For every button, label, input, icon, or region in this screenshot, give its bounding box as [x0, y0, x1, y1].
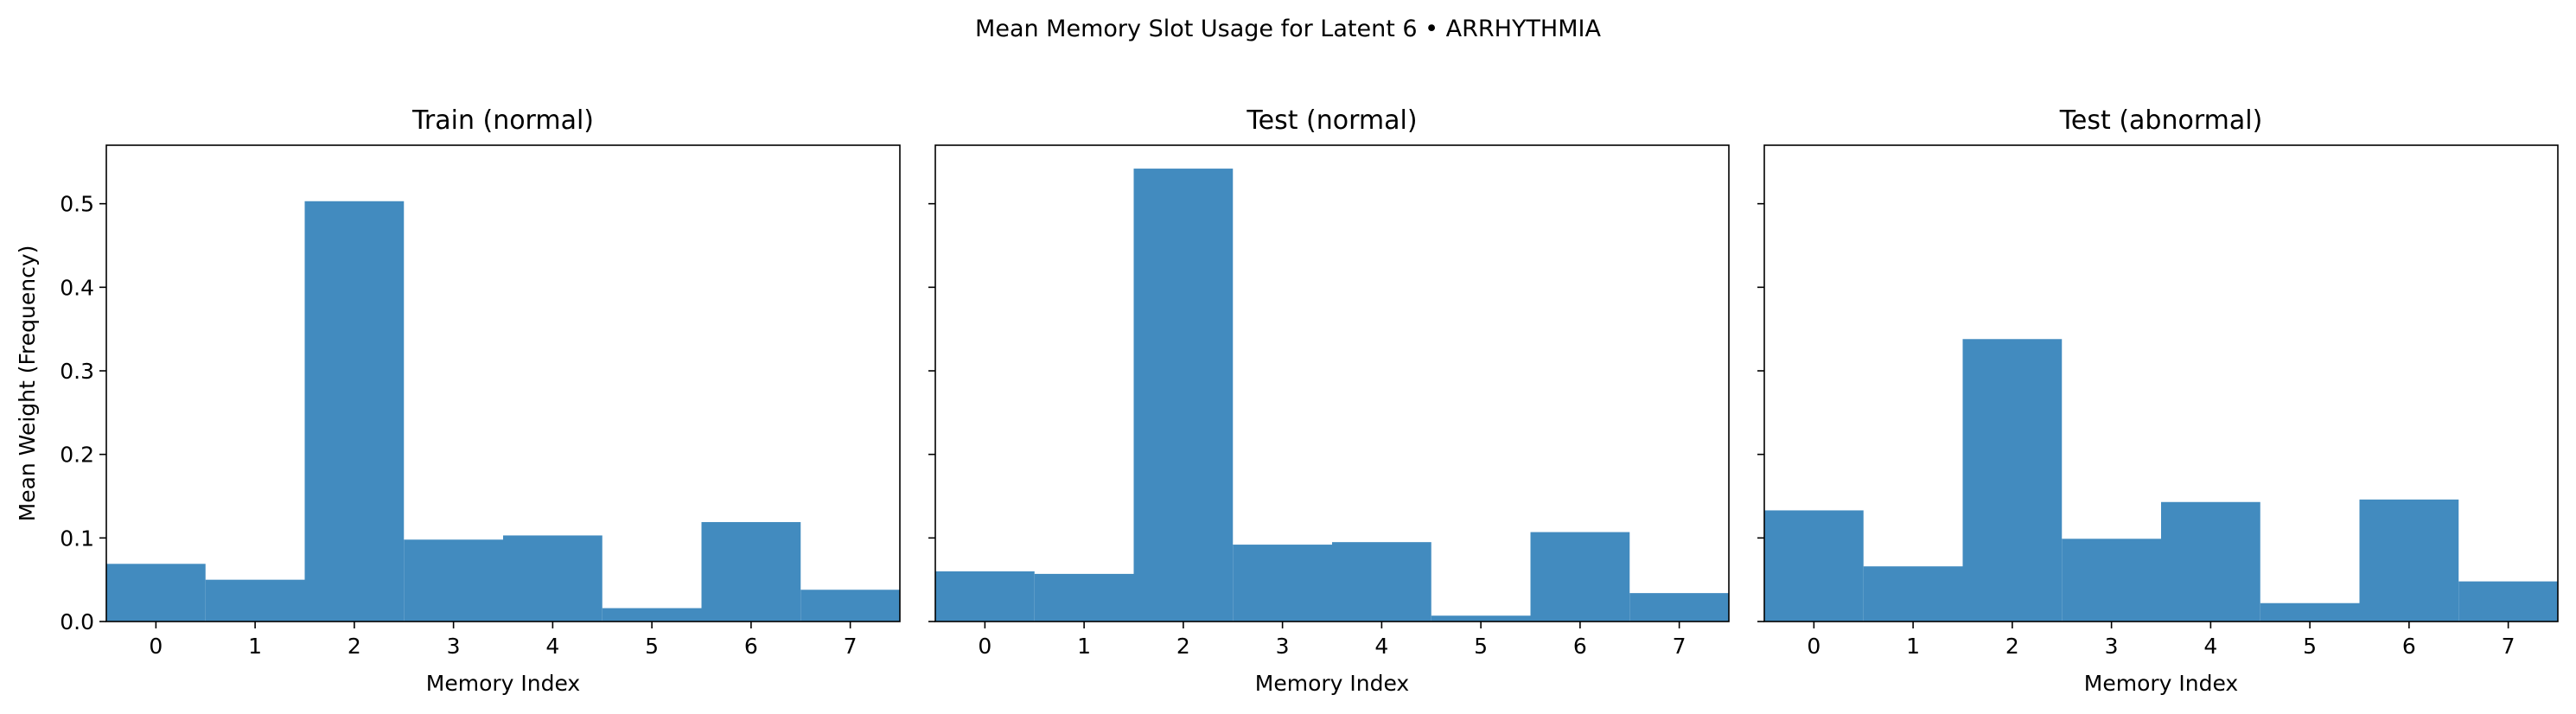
axes-frame-2 — [1763, 144, 2559, 622]
figure-suptitle: Mean Memory Slot Usage for Latent 6 • AR… — [975, 16, 1601, 42]
y-tick-label-0-4: 0.4 — [60, 275, 94, 300]
y-tick-label-0-0: 0.0 — [60, 609, 94, 634]
x-tick-label-0-0: 0 — [149, 634, 163, 659]
x-tick-label-0-6: 6 — [744, 634, 758, 659]
panel-title-2: Test (abnormal) — [2059, 105, 2263, 136]
x-tick-label-2-5: 5 — [2303, 634, 2317, 659]
x-tick-label-2-0: 0 — [1807, 634, 1820, 659]
x-tick-label-2-7: 7 — [2502, 634, 2515, 659]
bar-2-0 — [1764, 510, 1864, 622]
bar-1-1 — [1034, 573, 1134, 622]
x-tick-label-1-1: 1 — [1077, 634, 1091, 659]
bar-2-4 — [2161, 501, 2260, 622]
y-tick-label-0-1: 0.1 — [60, 526, 94, 551]
panel-title-1: Test (normal) — [1246, 105, 1417, 136]
bar-1-6 — [1530, 532, 1630, 622]
panel-title-0: Train (normal) — [411, 105, 594, 136]
x-tick-label-0-4: 4 — [545, 634, 559, 659]
x-tick-label-1-4: 4 — [1374, 634, 1388, 659]
x-axis-label-0: Memory Index — [426, 671, 580, 696]
x-axis-label-2: Memory Index — [2084, 671, 2238, 696]
bar-0-7 — [800, 590, 900, 622]
bar-0-5 — [602, 608, 702, 622]
x-tick-label-2-2: 2 — [2005, 634, 2019, 659]
bar-2-5 — [2260, 602, 2360, 622]
x-tick-label-1-0: 0 — [978, 634, 992, 659]
x-tick-label-2-3: 3 — [2105, 634, 2119, 659]
x-tick-label-1-5: 5 — [1474, 634, 1488, 659]
x-axis-label-1: Memory Index — [1255, 671, 1409, 696]
x-tick-label-1-3: 3 — [1276, 634, 1290, 659]
y-tick-label-0-5: 0.5 — [60, 192, 94, 217]
x-tick-label-2-6: 6 — [2402, 634, 2416, 659]
bar-2-1 — [1863, 566, 1963, 622]
axes-frame-0 — [105, 144, 901, 622]
chart-panel-2: 0 1 2 3 4 5 6 7 Test (abnormal) Memory Index — [1757, 105, 2559, 696]
bar-0-2 — [304, 201, 405, 622]
bar-2-7 — [2458, 581, 2558, 622]
x-tick-label-0-3: 3 — [447, 634, 461, 659]
x-tick-label-0-5: 5 — [645, 634, 659, 659]
bar-0-6 — [701, 521, 801, 622]
bar-0-1 — [205, 579, 305, 622]
x-tick-label-1-6: 6 — [1573, 634, 1587, 659]
bar-1-7 — [1629, 593, 1729, 622]
x-tick-label-1-7: 7 — [1673, 634, 1687, 659]
bar-1-5 — [1431, 615, 1531, 622]
y-axis-label-0: Mean Weight (Frequency) — [15, 245, 40, 522]
bar-2-6 — [2359, 499, 2459, 622]
axes-frame-1 — [934, 144, 1730, 622]
bar-1-4 — [1332, 542, 1431, 622]
chart-panel-0: 0 1 2 3 4 5 6 7 0.0 0.1 0.2 0.3 0.4 0.5 Train (normal)… — [15, 105, 901, 696]
bar-1-2 — [1133, 169, 1234, 622]
bar-0-3 — [404, 539, 503, 622]
x-tick-label-2-1: 1 — [1906, 634, 1920, 659]
x-tick-label-0-7: 7 — [844, 634, 858, 659]
bar-0-4 — [503, 535, 603, 622]
bar-1-0 — [935, 571, 1035, 622]
x-tick-label-0-2: 2 — [348, 634, 361, 659]
x-tick-label-1-2: 2 — [1176, 634, 1190, 659]
chart-panel-1: 0 1 2 3 4 5 6 7 Test (normal) Memory Index — [928, 105, 1730, 696]
bar-2-2 — [1962, 339, 2063, 622]
bar-1-3 — [1233, 545, 1332, 622]
x-tick-label-0-1: 1 — [248, 634, 262, 659]
bar-0-0 — [106, 564, 206, 622]
y-tick-label-0-3: 0.3 — [60, 359, 94, 384]
x-tick-label-2-4: 4 — [2203, 634, 2217, 659]
y-tick-label-0-2: 0.2 — [60, 443, 94, 468]
bar-2-3 — [2062, 539, 2161, 622]
